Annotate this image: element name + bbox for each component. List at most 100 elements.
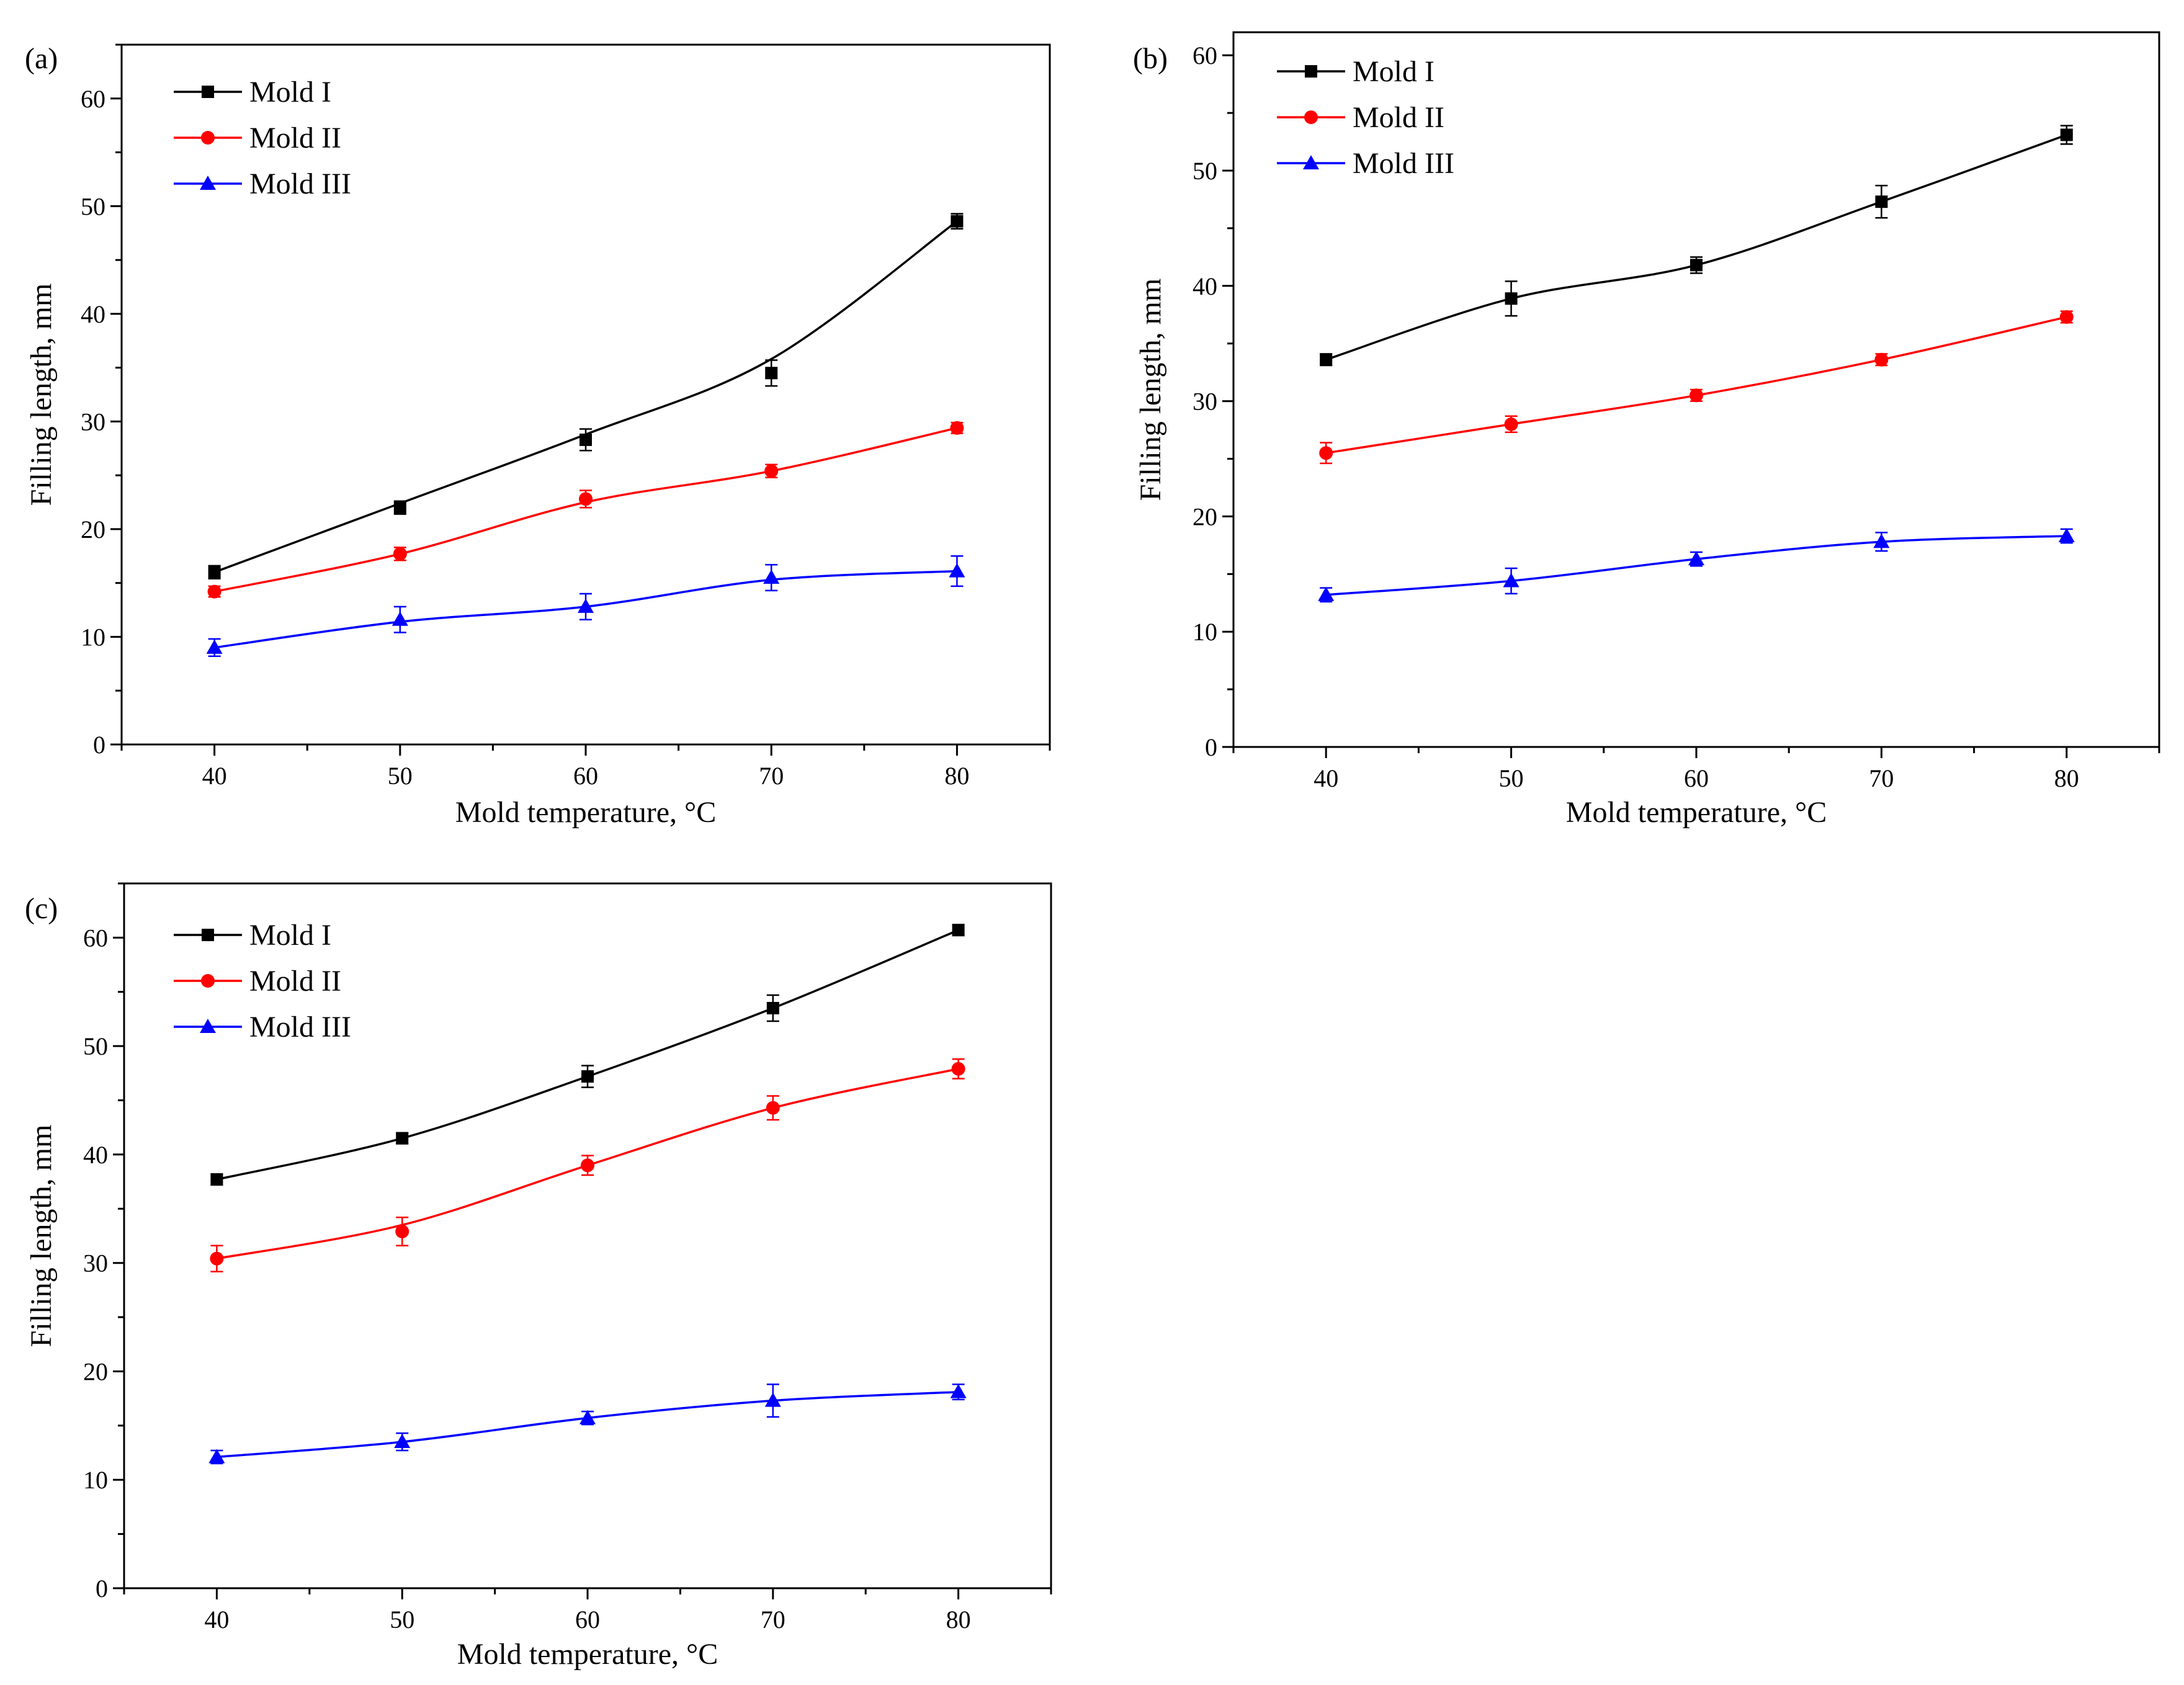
y-tick-label: 50 — [1193, 157, 1217, 185]
y-tick-label: 50 — [81, 192, 105, 220]
panel-b: 40 50 60 70 80 0 10 20 30 40 50 60 Mold temperature,… — [1129, 0, 2184, 838]
x-tick-label: 50 — [1499, 764, 1524, 792]
x-tick-label: 80 — [2054, 764, 2079, 792]
data-point — [952, 924, 965, 937]
y-tick-label: 0 — [93, 731, 105, 759]
y-tick-label: 0 — [96, 1575, 108, 1602]
series-mold-iii — [1318, 527, 2075, 603]
series-line — [213, 220, 958, 573]
y-tick-label: 20 — [83, 1357, 108, 1385]
legend-label: Mold II — [249, 965, 341, 998]
data-point — [1503, 573, 1519, 588]
data-point — [951, 215, 964, 228]
data-point — [396, 1132, 409, 1145]
data-point — [763, 570, 780, 584]
series-mold-i — [208, 213, 964, 580]
data-point — [581, 1070, 594, 1083]
series-mold-iii — [206, 555, 965, 657]
data-point — [1689, 388, 1703, 403]
x-tick-label: 60 — [1684, 764, 1709, 792]
legend-entry: Mold III — [1277, 147, 1454, 180]
data-point — [206, 639, 223, 654]
x-tick-label: 60 — [573, 762, 598, 790]
panel-label: (b) — [1133, 42, 1168, 75]
y-tick-label: 30 — [1193, 388, 1217, 416]
series-mold-i — [210, 924, 965, 1186]
y-tick-label: 30 — [81, 408, 105, 436]
data-point — [950, 1383, 967, 1398]
y-tick-label: 20 — [1193, 503, 1217, 530]
data-point — [580, 433, 592, 446]
data-point — [1318, 586, 1335, 601]
legend-entry: Mold II — [174, 122, 341, 154]
data-point — [580, 1410, 596, 1424]
data-point — [764, 464, 779, 478]
panel-background — [0, 0, 1067, 844]
data-point — [581, 1158, 594, 1173]
panel-label: (a) — [25, 42, 58, 75]
data-point — [393, 547, 407, 561]
y-tick-label: 60 — [83, 924, 108, 952]
legend-entry: Mold II — [174, 965, 341, 998]
x-axis-label: Mold temperature, °C — [455, 796, 716, 829]
y-tick-label: 10 — [1193, 618, 1217, 646]
legend-marker — [1304, 110, 1318, 124]
series-mold-ii — [210, 1058, 965, 1272]
x-tick-label: 60 — [575, 1606, 600, 1634]
y-tick-label: 40 — [81, 300, 105, 328]
legend-label: Mold II — [1353, 101, 1444, 134]
data-point — [766, 1101, 780, 1115]
x-tick-label: 70 — [759, 762, 784, 790]
data-point — [579, 492, 593, 506]
y-tick-label: 0 — [1205, 733, 1217, 761]
series-mold-iii — [208, 1383, 967, 1465]
data-point — [1688, 551, 1704, 566]
data-point — [949, 563, 965, 578]
y-tick-label: 10 — [83, 1466, 108, 1494]
series-mold-i — [1320, 125, 2073, 367]
y-tick-label: 50 — [83, 1032, 108, 1060]
y-tick-label: 60 — [1193, 42, 1217, 69]
panel-label: (c) — [25, 892, 58, 925]
data-point — [765, 367, 778, 380]
series-mold-ii — [207, 421, 964, 599]
y-tick-label: 60 — [81, 85, 105, 113]
legend-label: Mold III — [249, 168, 351, 200]
data-point — [1874, 352, 1889, 367]
x-tick-label: 40 — [204, 1606, 229, 1634]
data-point — [392, 611, 408, 626]
plot-frame — [1232, 31, 2160, 748]
data-point — [764, 1392, 781, 1407]
data-point — [208, 566, 221, 579]
data-point — [1875, 195, 1888, 208]
data-point — [1690, 259, 1703, 272]
panel-background — [1129, 0, 2184, 838]
data-point — [208, 1449, 225, 1464]
legend-marker — [200, 1019, 216, 1033]
y-axis-label: Filling length, mm — [1134, 279, 1167, 501]
data-point — [951, 1062, 965, 1076]
legend-label: Mold I — [249, 76, 331, 109]
panel-background — [0, 865, 1067, 1685]
legend-label: Mold I — [1353, 55, 1434, 88]
legend-entry: Mold I — [1277, 55, 1434, 88]
panel-c: 40 50 60 70 80 0 10 20 30 40 50 60 Mold temperature,… — [0, 865, 1067, 1685]
data-point — [1319, 446, 1333, 460]
x-axis-label: Mold temperature, °C — [1566, 796, 1827, 829]
legend-marker — [202, 929, 214, 941]
legend-marker — [200, 176, 216, 190]
data-point — [393, 501, 406, 514]
data-point — [210, 1173, 223, 1186]
y-tick-label: 20 — [81, 516, 105, 543]
y-tick-label: 40 — [1193, 272, 1217, 300]
x-tick-label: 80 — [946, 1606, 971, 1634]
legend-entry: Mold I — [174, 919, 331, 952]
x-tick-label: 40 — [1314, 764, 1338, 792]
data-point — [1504, 417, 1518, 431]
legend-label: Mold III — [1353, 147, 1454, 180]
x-tick-label: 80 — [944, 762, 969, 790]
plot-frame — [123, 882, 1052, 1589]
y-tick-label: 40 — [83, 1141, 108, 1169]
data-point — [207, 584, 222, 599]
